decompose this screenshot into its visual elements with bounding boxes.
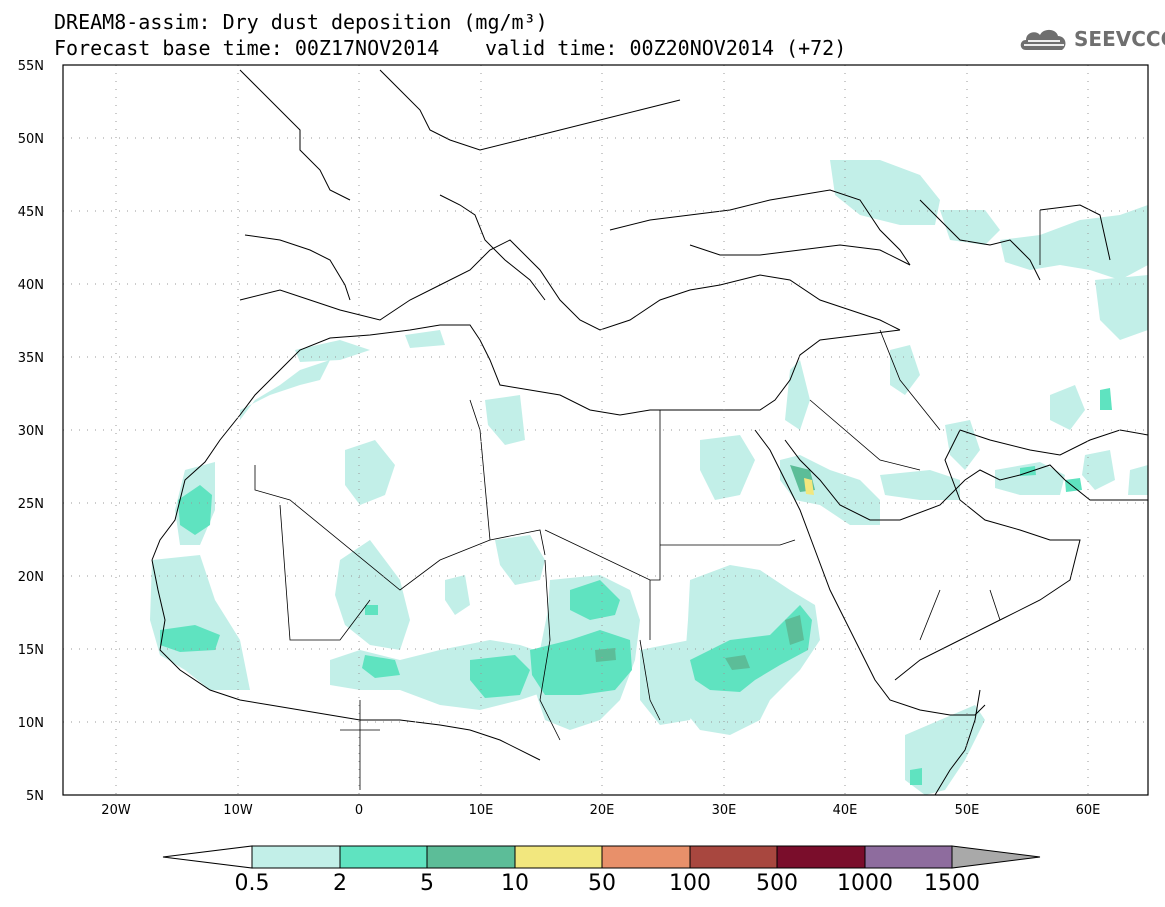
lon-label: 20W [101, 803, 131, 818]
legend-label: 100 [669, 871, 711, 896]
forecast-base-time: Forecast base time: 00Z17NOV2014 [54, 36, 440, 60]
valid-time: valid time: 00Z20NOV2014 (+72) [485, 36, 847, 60]
legend-swatch [601, 845, 691, 869]
legend-swatch [251, 845, 341, 869]
lat-label: 35N [18, 351, 44, 366]
cloud-logo-icon [1020, 29, 1066, 50]
map-title: DREAM8-assim: Dry dust deposition (mg/m³… [54, 10, 548, 34]
lat-label: 5N [26, 789, 44, 804]
lon-label: 40E [833, 803, 858, 818]
lon-label: 30E [712, 803, 737, 818]
coastlines [151, 69, 1149, 796]
lat-label: 45N [18, 205, 44, 220]
legend-label: 5 [420, 871, 434, 896]
legend-swatch [339, 845, 428, 869]
lon-label: 10W [223, 803, 253, 818]
lon-label: 10E [469, 803, 494, 818]
lat-label: 40N [18, 278, 44, 293]
legend-high-arrow [951, 845, 1041, 869]
legend-swatch [776, 845, 866, 869]
legend-label: 1000 [837, 871, 893, 896]
legend-swatch [689, 845, 778, 869]
legend-label: 10 [501, 871, 529, 896]
lon-label: 50E [955, 803, 980, 818]
legend-swatch [426, 845, 516, 869]
latitude-labels: 55N 50N 45N 40N 35N 30N 25N 20N 15N 10N … [18, 59, 44, 804]
legend-label: 2 [333, 871, 347, 896]
lat-label: 20N [18, 570, 44, 585]
lat-label: 10N [18, 716, 44, 731]
dust-shading-high [595, 465, 815, 670]
legend-label: 50 [588, 871, 616, 896]
legend-label: 0.5 [235, 871, 270, 896]
legend-swatch [514, 845, 603, 869]
legend-label: 1500 [924, 871, 980, 896]
lat-label: 25N [18, 497, 44, 512]
longitude-labels: 20W 10W 0 10E 20E 30E 40E 50E 60E [101, 803, 1100, 818]
lat-label: 50N [18, 132, 44, 147]
lat-label: 55N [18, 59, 44, 74]
legend-low-arrow [162, 845, 253, 869]
country-borders [254, 210, 1041, 790]
lon-label: 0 [355, 803, 363, 818]
legend-label: 500 [756, 871, 798, 896]
map-area [62, 64, 1149, 796]
lat-lon-gridlines [63, 65, 1148, 795]
dust-shading-peak [804, 478, 814, 495]
lon-label: 20E [590, 803, 615, 818]
logo-text: SEEVCCC [1074, 27, 1165, 51]
seevccc-logo: SEEVCCC [1018, 22, 1165, 56]
color-legend: 0.5 2 5 10 50 100 500 1000 1500 [162, 845, 1041, 896]
lon-label: 60E [1076, 803, 1101, 818]
lat-label: 30N [18, 424, 44, 439]
legend-swatch [864, 845, 953, 869]
lat-label: 15N [18, 643, 44, 658]
